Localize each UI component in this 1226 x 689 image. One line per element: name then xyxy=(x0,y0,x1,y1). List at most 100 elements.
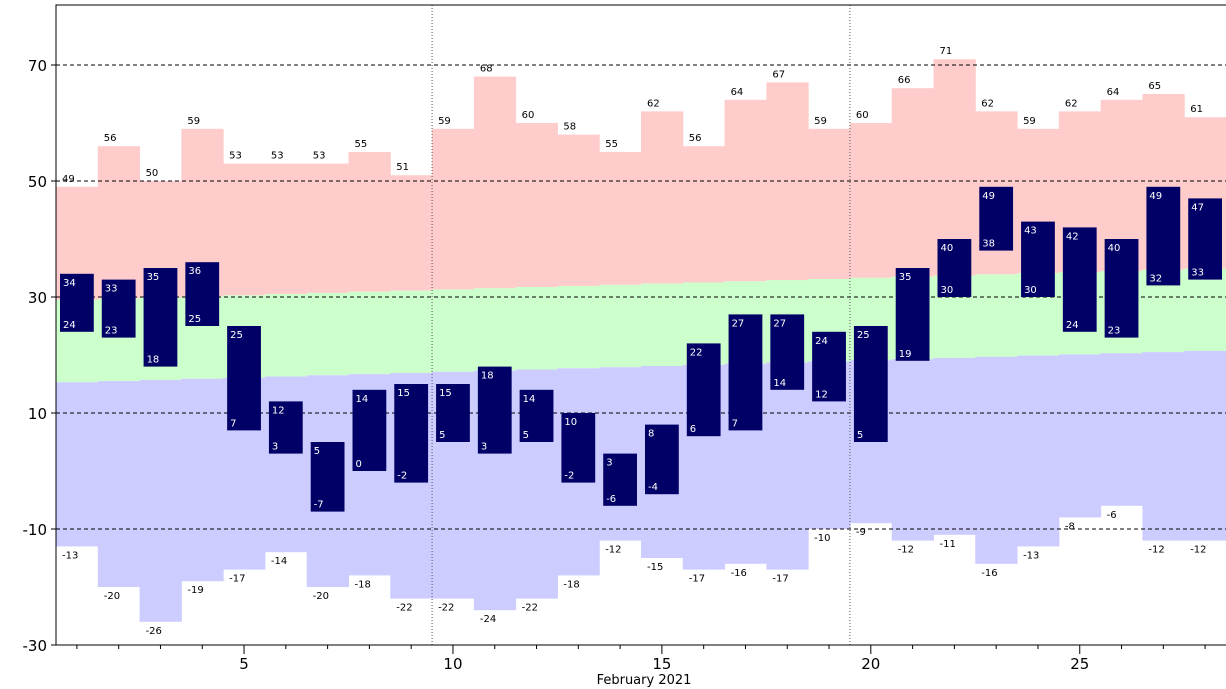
record-low-band xyxy=(139,379,182,622)
observed-low-label: 23 xyxy=(105,326,118,337)
observed-range-bar xyxy=(60,273,94,332)
record-low-label: -22 xyxy=(438,603,454,614)
observed-range-bar xyxy=(352,389,387,471)
record-high-band xyxy=(891,88,934,277)
record-low-label: -20 xyxy=(104,591,120,602)
record-high-label: 66 xyxy=(898,75,911,86)
record-low-band xyxy=(1058,354,1102,518)
observed-range-bar xyxy=(268,401,303,454)
y-tick-label: -10 xyxy=(23,521,48,539)
observed-range-bar xyxy=(603,453,637,506)
record-low-label: -10 xyxy=(814,533,830,544)
observed-high-label: 10 xyxy=(564,417,577,428)
record-high-label: 50 xyxy=(146,168,159,179)
record-low-label: -17 xyxy=(229,574,245,585)
record-high-label: 53 xyxy=(229,151,242,162)
record-high-band xyxy=(473,76,517,289)
normal-band xyxy=(515,287,558,370)
record-high-label: 62 xyxy=(1065,98,1078,109)
observed-high-label: 24 xyxy=(815,336,828,347)
record-high-label: 55 xyxy=(355,139,368,150)
record-high-band xyxy=(682,146,726,283)
y-tick-label: 70 xyxy=(28,57,47,75)
record-high-label: 64 xyxy=(1107,87,1120,98)
record-high-label: 49 xyxy=(62,174,75,185)
observed-low-label: 7 xyxy=(230,418,236,429)
x-tick-label: 10 xyxy=(443,655,462,673)
record-low-label: -13 xyxy=(62,550,78,561)
record-low-label: -17 xyxy=(689,574,705,585)
record-high-band xyxy=(306,163,349,293)
plot-frame xyxy=(55,4,1226,646)
record-low-band xyxy=(766,362,809,570)
observed-range-bar xyxy=(1062,227,1097,332)
record-low-label: -12 xyxy=(1190,545,1206,556)
record-low-label: -8 xyxy=(1065,521,1075,532)
record-high-label: 53 xyxy=(313,151,326,162)
observed-low-label: 19 xyxy=(899,349,912,360)
record-low-label: -15 xyxy=(647,562,663,573)
record-low-label: -17 xyxy=(772,574,788,585)
record-high-label: 62 xyxy=(981,98,994,109)
record-high-label: 71 xyxy=(940,46,953,57)
observed-range-bar xyxy=(686,343,721,437)
observed-range-bar xyxy=(812,331,846,402)
observed-range-bar xyxy=(979,186,1014,251)
observed-range-bar xyxy=(937,239,972,297)
observed-low-label: 25 xyxy=(188,314,201,325)
observed-high-label: 14 xyxy=(523,394,536,405)
observed-low-label: 7 xyxy=(732,418,738,429)
observed-low-label: 6 xyxy=(690,424,696,435)
observed-low-label: 24 xyxy=(1066,320,1079,331)
observed-range-bar xyxy=(728,314,763,431)
record-high-band xyxy=(599,152,642,285)
observed-low-label: 23 xyxy=(1108,326,1121,337)
observed-range-bar xyxy=(1188,198,1222,280)
observed-range-bar xyxy=(1104,239,1139,338)
observed-range-bar xyxy=(853,326,888,442)
observed-high-label: 22 xyxy=(690,347,703,358)
observed-high-label: 12 xyxy=(272,405,285,416)
observed-high-label: 27 xyxy=(732,318,745,329)
record-low-label: -12 xyxy=(605,545,621,556)
observed-high-label: 27 xyxy=(773,318,786,329)
record-low-label: -20 xyxy=(313,591,329,602)
normal-band xyxy=(641,283,684,367)
record-high-band xyxy=(432,128,475,290)
labels-layer: 342449-13332356-20351850-26362559-192575… xyxy=(62,46,1207,637)
record-high-band xyxy=(641,111,684,284)
record-high-label: 59 xyxy=(814,116,827,127)
observed-high-label: 5 xyxy=(314,446,320,457)
record-low-band xyxy=(1100,353,1143,506)
observed-low-label: -2 xyxy=(397,471,407,482)
observed-low-label: 5 xyxy=(439,430,445,441)
normal-band xyxy=(390,290,433,373)
record-low-band xyxy=(1017,355,1060,547)
record-low-label: -12 xyxy=(1148,545,1164,556)
observed-high-label: 35 xyxy=(899,272,912,283)
record-low-label: -9 xyxy=(856,527,866,538)
x-axis-title: February 2021 xyxy=(597,673,692,688)
observed-low-label: 18 xyxy=(147,355,160,366)
observed-high-label: 36 xyxy=(188,266,201,277)
record-low-label: -6 xyxy=(1107,510,1117,521)
record-high-label: 67 xyxy=(772,69,785,80)
record-high-label: 60 xyxy=(856,110,869,121)
x-tick-label: 5 xyxy=(239,655,249,673)
record-high-band xyxy=(348,152,391,292)
record-low-label: -19 xyxy=(187,585,203,596)
observed-high-label: 25 xyxy=(230,330,243,341)
record-high-band xyxy=(264,163,308,295)
record-high-label: 59 xyxy=(187,116,200,127)
x-tick-label: 15 xyxy=(652,655,671,673)
observed-high-label: 3 xyxy=(606,458,612,469)
record-high-band xyxy=(808,128,851,280)
record-high-label: 60 xyxy=(522,110,535,121)
record-low-band xyxy=(933,357,976,535)
y-tick-label: -30 xyxy=(23,637,48,655)
observed-range-bar xyxy=(561,413,596,483)
observed-low-label: 5 xyxy=(523,430,529,441)
observed-high-label: 8 xyxy=(648,429,654,440)
record-high-label: 56 xyxy=(689,133,702,144)
